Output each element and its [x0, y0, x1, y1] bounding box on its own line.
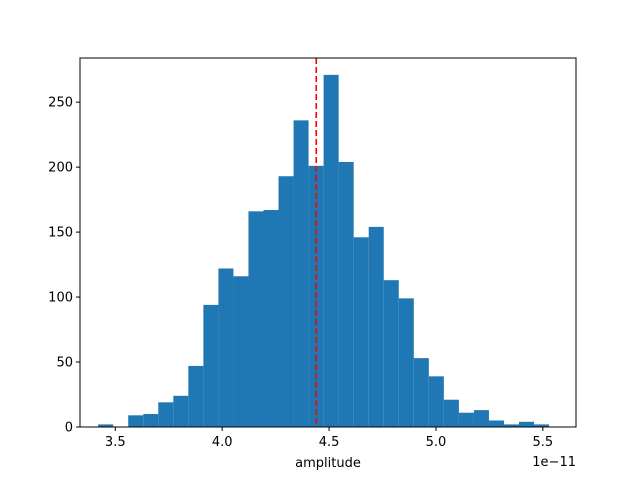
y-tick-label: 0	[65, 421, 73, 436]
histogram-bar	[128, 415, 144, 427]
y-tick-label: 250	[48, 96, 73, 111]
histogram-bar	[98, 424, 114, 427]
histogram-bar	[278, 176, 294, 427]
histogram-bar	[248, 211, 264, 427]
histogram-bar	[443, 399, 459, 427]
histogram-bar	[323, 74, 339, 428]
histogram-bar	[338, 161, 354, 427]
x-tick-label: 3.5	[105, 435, 126, 450]
y-tick-label: 50	[56, 356, 73, 371]
histogram-bar	[143, 414, 159, 427]
histogram-bar	[488, 420, 504, 427]
histogram-bar	[203, 304, 219, 427]
y-tick-label: 200	[48, 161, 73, 176]
histogram-bar	[263, 210, 279, 427]
bars-group	[98, 74, 550, 428]
histogram-bar	[173, 395, 189, 427]
y-axis-ticks: 0 50 100 150 200 250	[48, 96, 80, 436]
x-tick-label: 4.5	[319, 435, 340, 450]
y-tick-label: 100	[48, 291, 73, 306]
histogram-bar	[413, 358, 429, 427]
x-tick-label: 5.0	[426, 435, 447, 450]
histogram-bar	[353, 237, 369, 427]
histogram-bar	[458, 412, 474, 427]
histogram-bar	[188, 365, 204, 427]
x-axis-label: amplitude	[295, 456, 361, 471]
histogram-bar	[218, 268, 234, 427]
x-axis-scale-label: 1e−11	[532, 455, 576, 470]
histogram-bar	[473, 410, 489, 427]
x-tick-label: 4.0	[212, 435, 233, 450]
histogram-bar	[428, 376, 444, 427]
histogram-bar	[383, 280, 399, 427]
x-tick-label: 5.5	[533, 435, 554, 450]
y-tick-label: 150	[48, 226, 73, 241]
histogram-bar	[293, 120, 309, 427]
histogram-bar	[368, 226, 384, 427]
plot-frame	[79, 57, 577, 428]
x-axis-ticks: 3.5 4.0 4.5 5.0 5.5	[105, 427, 553, 450]
histogram-bar	[534, 424, 550, 427]
histogram-bar	[398, 298, 414, 427]
histogram-bar	[503, 424, 520, 427]
histogram-bar	[158, 402, 174, 427]
histogram-bar	[519, 421, 535, 427]
histogram-bar	[233, 276, 249, 427]
